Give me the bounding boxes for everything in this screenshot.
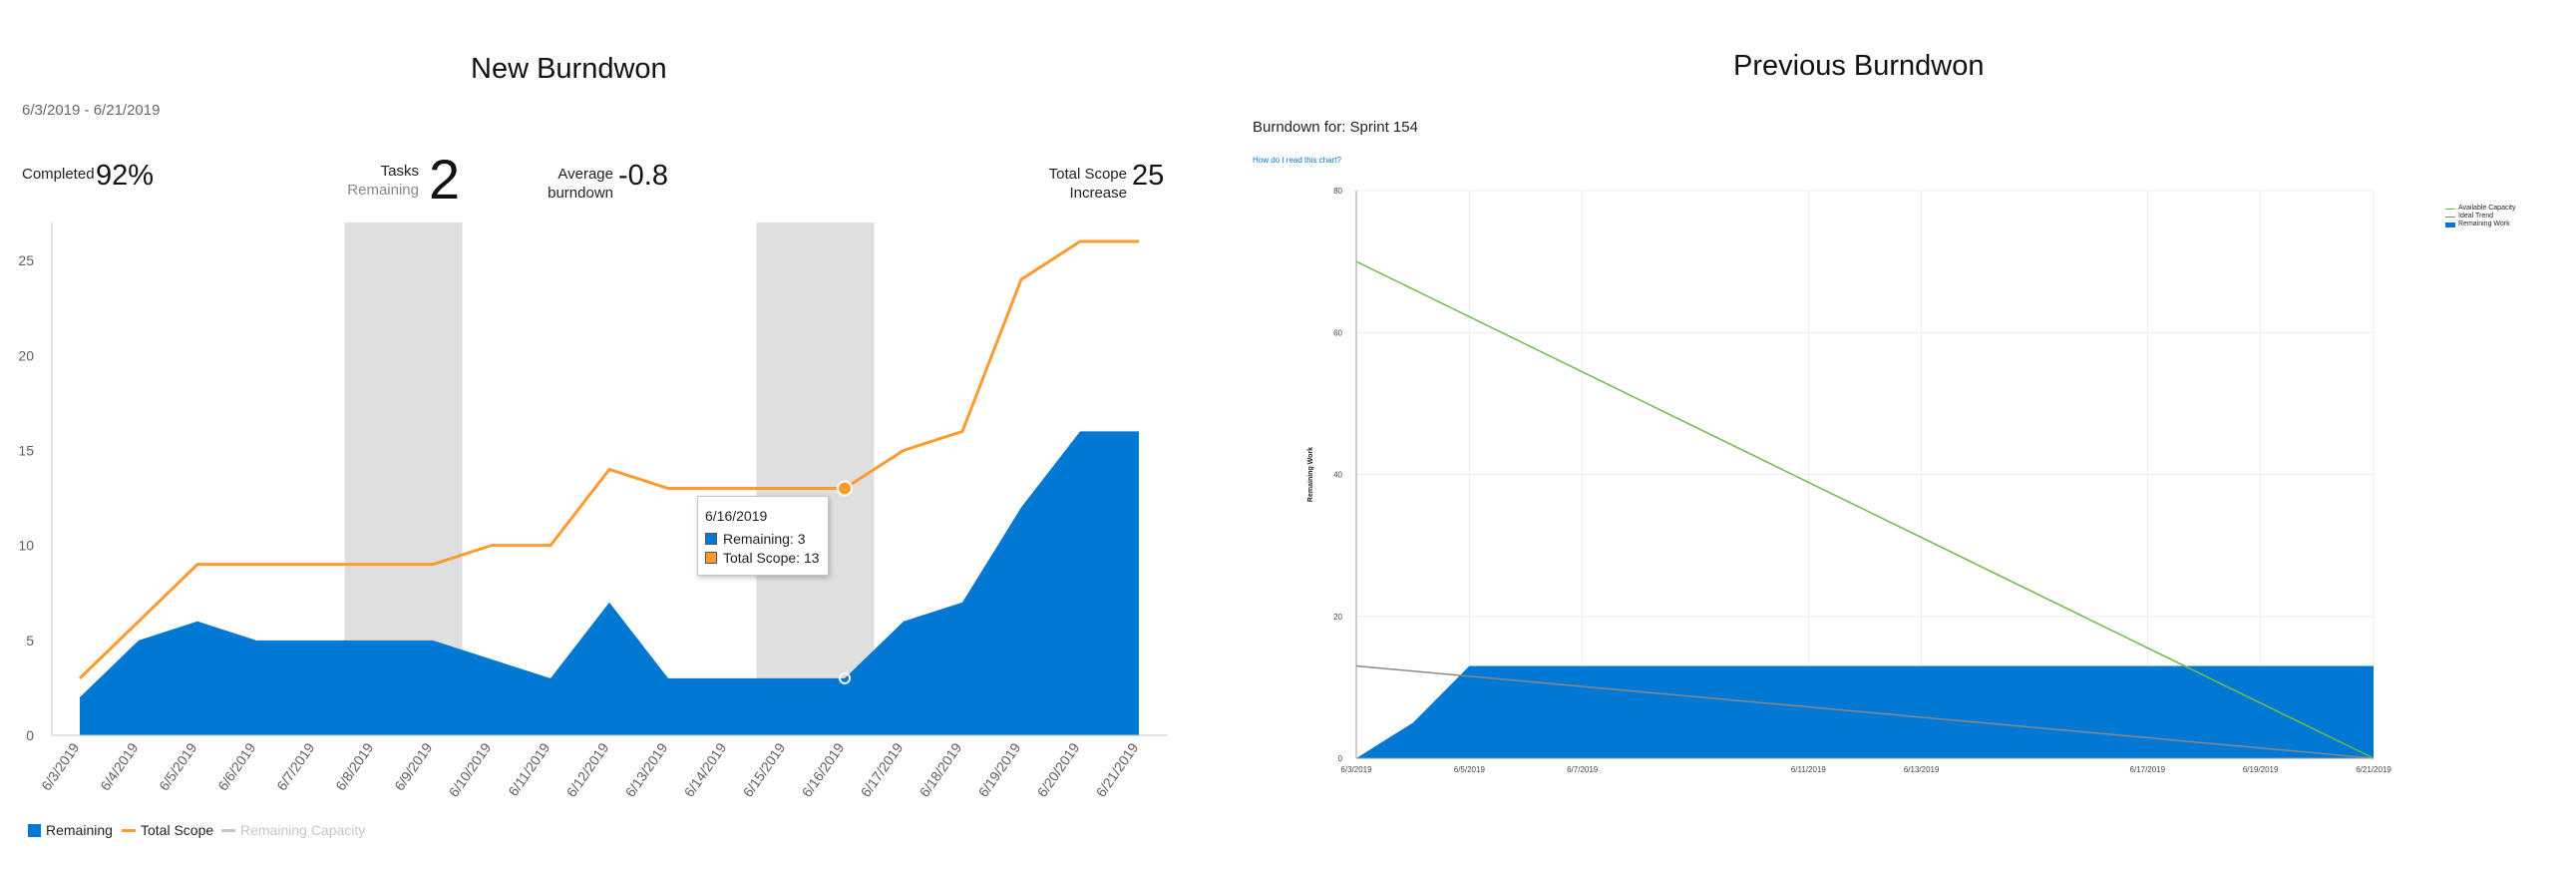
total-scope-increase-label: Total Scope Increase bbox=[1027, 165, 1127, 203]
x-tick-label: 6/11/2019 bbox=[1791, 765, 1827, 774]
y-tick-label: 60 bbox=[1333, 328, 1342, 337]
tasks-remaining-value: 2 bbox=[429, 148, 461, 211]
ideal-trend-line bbox=[1355, 664, 2375, 759]
legend-remaining-work-label: Remaining Work bbox=[2458, 220, 2510, 227]
x-tick-label: 6/10/2019 bbox=[446, 739, 495, 799]
x-tick-label: 6/7/2019 bbox=[1567, 765, 1599, 774]
y-tick-label: 80 bbox=[1333, 187, 1342, 196]
legend-total-scope-swatch bbox=[122, 828, 136, 832]
average-burndown-label: Average burndown bbox=[529, 165, 613, 203]
x-tick-label: 6/16/2019 bbox=[799, 739, 848, 799]
x-tick-label: 6/8/2019 bbox=[332, 739, 376, 793]
x-tick-label: 6/7/2019 bbox=[273, 739, 317, 793]
scope-label-line2: Increase bbox=[1069, 185, 1127, 202]
legend-remaining-capacity-swatch bbox=[221, 828, 235, 832]
page-title: New Burndwon bbox=[471, 53, 667, 85]
x-tick-label: 6/13/2019 bbox=[1904, 765, 1940, 774]
non-working-band-1 bbox=[756, 222, 875, 735]
x-tick-label: 6/3/2019 bbox=[38, 739, 82, 793]
legend-remaining-work-swatch bbox=[2445, 221, 2455, 227]
legend-ideal-trend-label: Ideal Trend bbox=[2458, 213, 2494, 219]
x-tick-label: 6/5/2019 bbox=[1454, 765, 1486, 774]
available-capacity-line bbox=[1355, 260, 2375, 759]
x-tick-label: 6/18/2019 bbox=[917, 739, 965, 799]
x-tick-label: 6/17/2019 bbox=[2130, 765, 2166, 774]
chart-tooltip: 6/16/2019 Remaining: 3 Total Scope: 13 bbox=[697, 496, 829, 576]
legend-remaining[interactable]: Remaining bbox=[28, 822, 113, 838]
legend-ideal-trend[interactable]: Ideal Trend bbox=[2445, 213, 2515, 220]
x-tick-label: 6/13/2019 bbox=[622, 739, 671, 799]
date-range: 6/3/2019 - 6/21/2019 bbox=[22, 102, 161, 119]
x-tick-label: 6/3/2019 bbox=[1340, 765, 1372, 774]
x-tick-label: 6/19/2019 bbox=[975, 739, 1024, 799]
new-burndown-chart: 0 5 10 15 20 25 6/3/2019 6/4/2019 6/5/2019 6/6/20… bbox=[18, 222, 1167, 800]
scope-label-line1: Total Scope bbox=[1048, 166, 1127, 183]
tooltip-remaining-row: Remaining: 3 bbox=[705, 531, 806, 547]
y-tick-label: 15 bbox=[18, 442, 34, 458]
y-tick-label: 5 bbox=[26, 633, 34, 649]
legend-available-capacity[interactable]: Available Capacity bbox=[2445, 205, 2515, 213]
x-tick-label: 6/6/2019 bbox=[214, 739, 258, 793]
average-burndown-value: -0.8 bbox=[618, 160, 668, 192]
x-tick-label: 6/19/2019 bbox=[2243, 765, 2279, 774]
y-tick-label: 40 bbox=[1333, 471, 1342, 480]
remaining-highlight-marker bbox=[839, 671, 851, 684]
y-tick-label: 25 bbox=[18, 252, 34, 268]
total-scope-line bbox=[78, 239, 1139, 679]
legend-ideal-trend-swatch bbox=[2445, 216, 2455, 218]
x-tick-label: 6/21/2019 bbox=[1093, 739, 1142, 799]
tasks-label: Tasks bbox=[380, 163, 419, 180]
x-tick-label: 6/20/2019 bbox=[1034, 739, 1083, 799]
scope-highlight-marker bbox=[837, 480, 853, 497]
total-scope-increase-value: 25 bbox=[1132, 160, 1165, 192]
avg-label-line2: burndown bbox=[548, 185, 613, 202]
new-burndown-panel: New Burndwon 6/3/2019 - 6/21/2019 Comple… bbox=[0, 0, 1217, 870]
y-tick-label: 10 bbox=[18, 538, 34, 554]
avg-label-line1: Average bbox=[557, 166, 613, 183]
completed-value: 92% bbox=[96, 160, 155, 192]
help-link[interactable]: How do I read this chart? bbox=[1253, 156, 1341, 165]
y-tick-label: 0 bbox=[1338, 754, 1343, 763]
y-tick-label: 20 bbox=[18, 347, 34, 363]
x-tick-label: 6/12/2019 bbox=[563, 739, 612, 799]
tasks-remaining-label: Tasks Remaining bbox=[339, 162, 419, 200]
completed-label: Completed bbox=[22, 166, 95, 183]
tooltip-date: 6/16/2019 bbox=[705, 508, 768, 524]
x-tick-label: 6/11/2019 bbox=[505, 739, 552, 799]
x-tick-label: 6/14/2019 bbox=[681, 739, 730, 799]
legend-total-scope[interactable]: Total Scope bbox=[122, 822, 213, 838]
sprint-subtitle: Burndown for: Sprint 154 bbox=[1253, 119, 1418, 136]
x-tick-label: 6/15/2019 bbox=[740, 739, 789, 799]
legend-remaining-work[interactable]: Remaining Work bbox=[2445, 220, 2515, 228]
tooltip-total-scope: Total Scope: 13 bbox=[723, 550, 820, 566]
x-tick-label: 6/5/2019 bbox=[156, 739, 199, 793]
previous-legend: Available Capacity Ideal Trend Remaining… bbox=[2445, 205, 2515, 228]
legend-remaining-label: Remaining bbox=[46, 822, 113, 838]
legend-available-capacity-swatch bbox=[2445, 208, 2455, 210]
tooltip-scope-row: Total Scope: 13 bbox=[705, 550, 820, 566]
legend-available-capacity-label: Available Capacity bbox=[2458, 205, 2516, 212]
legend-remaining-capacity-label: Remaining Capacity bbox=[240, 822, 366, 838]
legend-remaining-capacity[interactable]: Remaining Capacity bbox=[221, 822, 365, 838]
remaining-area bbox=[80, 431, 1139, 735]
legend-remaining-swatch bbox=[28, 823, 41, 837]
tooltip-remaining-swatch bbox=[705, 533, 717, 545]
x-tick-label: 6/21/2019 bbox=[2356, 765, 2392, 774]
tooltip-remaining: Remaining: 3 bbox=[723, 531, 806, 547]
y-axis-title: Remaining Work bbox=[1307, 447, 1314, 502]
tasks-sub-label: Remaining bbox=[347, 182, 419, 199]
x-tick-label: 6/17/2019 bbox=[858, 739, 907, 799]
x-tick-label: 6/4/2019 bbox=[97, 739, 141, 793]
legend-total-scope-label: Total Scope bbox=[141, 822, 214, 838]
tooltip-scope-swatch bbox=[705, 552, 717, 564]
x-tick-label: 6/9/2019 bbox=[391, 739, 435, 793]
y-tick-label: 20 bbox=[1333, 613, 1342, 622]
y-tick-label: 0 bbox=[26, 727, 34, 743]
previous-burndown-panel: Previous Burndwon Burndown for: Sprint 1… bbox=[1217, 0, 2576, 870]
previous-burndown-chart: 0 20 40 60 80 6/3/2019 6/5/2019 6/7/2019 6/11/20… bbox=[1307, 187, 2392, 774]
previous-title: Previous Burndwon bbox=[1733, 50, 1985, 82]
